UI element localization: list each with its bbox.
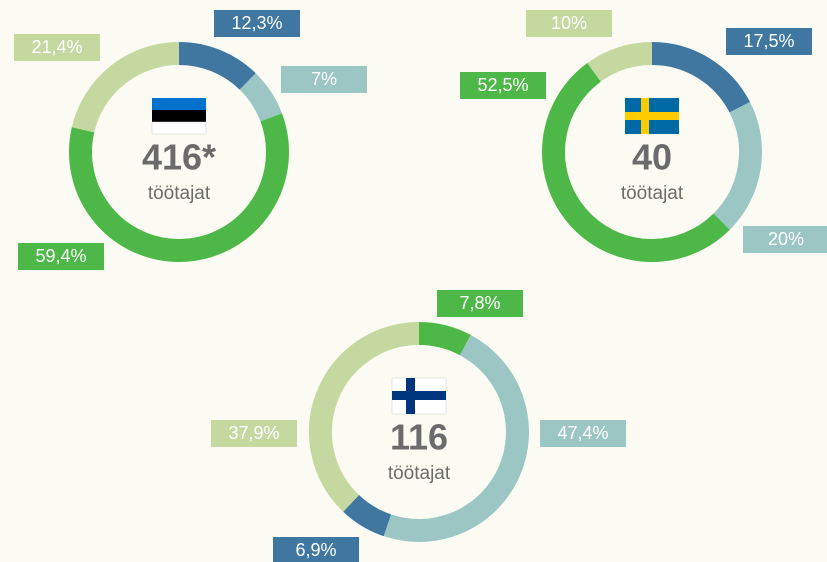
label-box [14,34,100,61]
value-label: 17,5% [743,31,794,51]
flag-sweden [625,98,679,134]
label-box [211,420,297,447]
value-label: 21,4% [31,37,82,57]
donut-segment [542,63,730,262]
label-box [18,243,104,270]
donut-segment [343,494,392,537]
label-box [726,28,812,55]
donut-segment [309,322,420,512]
value-label: 7,8% [459,293,500,313]
donut-segment [383,334,529,542]
center-label: 40 [632,137,672,178]
donut-segment [418,322,471,356]
value-label: 12,3% [231,13,282,33]
center-sublabel: töötajat [621,183,684,204]
label-box [214,10,300,37]
flag-finland [391,377,447,415]
center-sublabel: töötajat [148,183,211,204]
value-label: 20% [768,229,804,249]
donut-segment [587,42,653,82]
label-box [281,66,367,93]
center-label: 416* [142,137,216,178]
donut-segment [71,42,180,133]
value-label: 10% [551,13,587,33]
value-label: 47,4% [557,423,608,443]
label-box [540,420,626,447]
donut-segment [713,102,762,230]
donut-segment [178,42,256,90]
center-label: 116 [390,417,448,458]
value-label: 7% [311,69,337,89]
label-box [437,290,523,317]
label-box [743,226,827,253]
value-label: 37,9% [228,423,279,443]
center-sublabel: töötajat [388,463,451,484]
value-label: 6,9% [295,540,336,560]
donut-segment [239,73,282,122]
label-box [526,10,612,37]
value-label: 59,4% [35,246,86,266]
value-label: 52,5% [477,75,528,95]
label-box [273,537,359,562]
flag-estonia [151,98,207,135]
label-box [460,72,546,99]
donut-segment [651,42,751,113]
donut-segment [69,113,289,262]
